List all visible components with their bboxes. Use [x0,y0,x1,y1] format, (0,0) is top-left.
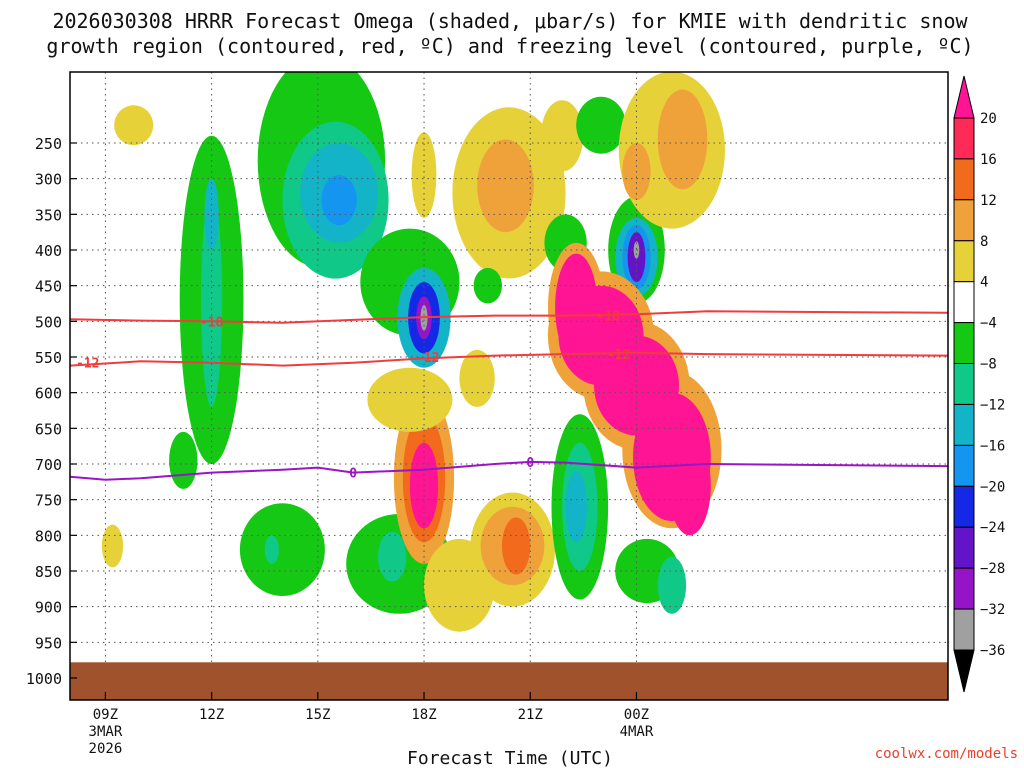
colorbar-label-2: 12 [980,193,997,209]
colorbar-label-10: −24 [980,520,1005,536]
omega-cell-27 [477,139,534,233]
colorbar-top-arrow [953,75,975,119]
omega-cell-56 [668,435,711,536]
x-tick-date-00Z: 4MAR [620,724,654,740]
omega-cell-44 [657,556,687,614]
chart-title-line2: growth region (contoured, red, ºC) and f… [46,34,973,58]
colorbar-label-13: −36 [980,643,1005,659]
x-tick-label-09Z: 09Z [93,707,118,723]
y-tick-label-250: 250 [35,135,62,153]
dendritic-contour-1-label-1: -12 [416,351,439,366]
omega-cell-24 [459,349,495,407]
colorbar-bin-9 [953,485,975,528]
omega-cell-5 [204,178,219,250]
colorbar-bin-8 [953,444,975,487]
colorbar-label-12: −32 [980,602,1005,618]
dendritic-contour-0-label-0: -18 [200,315,224,330]
y-tick-label-550: 550 [35,349,62,367]
omega-cell-36 [565,471,587,543]
freezing-level-contour-line [70,460,948,481]
colorbar-bin-0 [953,117,975,160]
omega-cell-18 [378,531,407,582]
contours: -18 -18 -12 -12 -12 0 0 [70,310,948,482]
colorbar-bin-10 [953,526,975,569]
omega-cell-46 [657,89,708,190]
colorbar-label-8: −16 [980,438,1005,454]
colorbar-label-11: −28 [980,561,1005,577]
x-tick-year-09Z: 2026 [89,741,123,757]
colorbar: 20 16 12 8 4 −4 −8 −12 −16 −20 −24 −28 −32 −36 [953,75,1005,693]
y-tick-label-300: 300 [35,171,62,189]
x-tick-label-21Z: 21Z [518,707,543,723]
y-tick-label-600: 600 [35,385,62,403]
y-tick-label-900: 900 [35,599,62,617]
omega-cell-1 [101,524,124,568]
colorbar-bin-3 [953,240,975,283]
y-tick-label-1000: 1000 [26,670,62,688]
colorbar-label-9: −20 [980,479,1005,495]
credit-text: coolwx.com/models [875,746,1018,762]
omega-cell-30 [501,517,531,575]
chart-title-line1: 2026030308 HRRR Forecast Omega (shaded, … [52,9,968,33]
colorbar-label-5: −4 [980,316,997,332]
colorbar-bin-11 [953,567,975,610]
colorbar-bin-5 [953,322,975,365]
y-tick-label-350: 350 [35,206,62,224]
freezing-level-contour-label-0: 0 [349,467,357,482]
omega-cell-6 [239,503,325,596]
x-tick-label-18Z: 18Z [411,707,436,723]
omega-cell-37 [576,96,626,154]
x-axis-label: Forecast Time (UTC) [407,748,613,768]
y-tick-label-500: 500 [35,313,62,331]
colorbar-bin-2 [953,199,975,242]
y-tick-label-450: 450 [35,278,62,296]
omega-shading [101,72,725,632]
colorbar-label-7: −12 [980,398,1005,414]
colorbar-label-1: 16 [980,152,997,168]
omega-cell-11 [321,175,357,226]
x-tick-label-00Z: 00Z [624,707,649,723]
y-tick-label-800: 800 [35,527,62,545]
y-tick-label-850: 850 [35,563,62,581]
dendritic-contour-0-label-1: -18 [596,310,620,325]
x-tick-date-09Z: 3MAR [89,724,123,740]
colorbar-bin-4 [953,281,975,324]
dendritic-contour-0-line [70,310,948,324]
ground-layer [70,662,948,700]
colorbar-label-4: 4 [980,275,988,291]
omega-cell-32 [540,100,584,172]
colorbar-bin-7 [953,404,975,446]
y-axis: 250 300 350 400 450 500 550 600 650 700 750 800 850 9… [26,135,77,688]
colorbar-bin-6 [953,363,975,405]
omega-cell-3 [169,431,198,489]
y-tick-label-400: 400 [35,242,62,260]
freezing-level-contour-label-1: 0 [526,456,534,471]
x-tick-label-15Z: 15Z [305,707,330,723]
omega-cell-31 [473,267,502,304]
colorbar-label-3: 8 [980,234,988,250]
omega-cell-23 [367,367,453,432]
y-tick-label-700: 700 [35,456,62,474]
x-tick-label-12Z: 12Z [199,707,224,723]
colorbar-label-0: 20 [980,111,997,127]
plot-area: -18 -18 -12 -12 -12 0 0 [70,72,948,700]
omega-cell-0 [114,105,154,146]
dendritic-contour-1-label-2: -12 [607,348,630,363]
dendritic-contour-1-label-0: -12 [76,357,99,372]
dendritic-contour-1-line [70,351,948,367]
omega-cell-19 [411,132,437,218]
omega-cell-7 [264,535,279,564]
colorbar-bin-12 [953,608,975,651]
y-tick-label-950: 950 [35,634,62,652]
omega-cell-4 [201,192,223,407]
y-tick-label-650: 650 [35,420,62,438]
colorbar-bottom-arrow [953,649,975,693]
plot-frame [69,71,949,701]
colorbar-label-6: −8 [980,357,997,373]
colorbar-bin-1 [953,158,975,201]
y-tick-label-750: 750 [35,492,62,510]
